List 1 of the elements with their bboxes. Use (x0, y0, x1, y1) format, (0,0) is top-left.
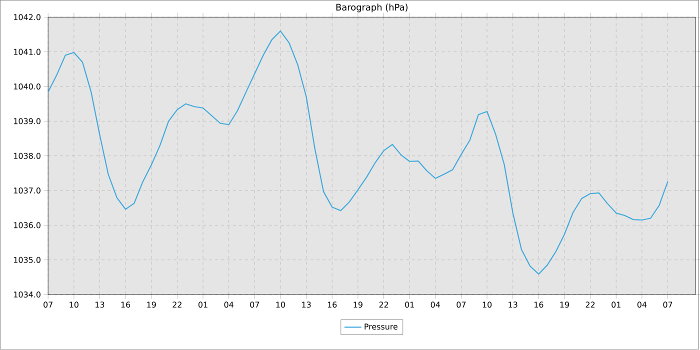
chart-title: Barograph (hPa) (336, 4, 408, 12)
